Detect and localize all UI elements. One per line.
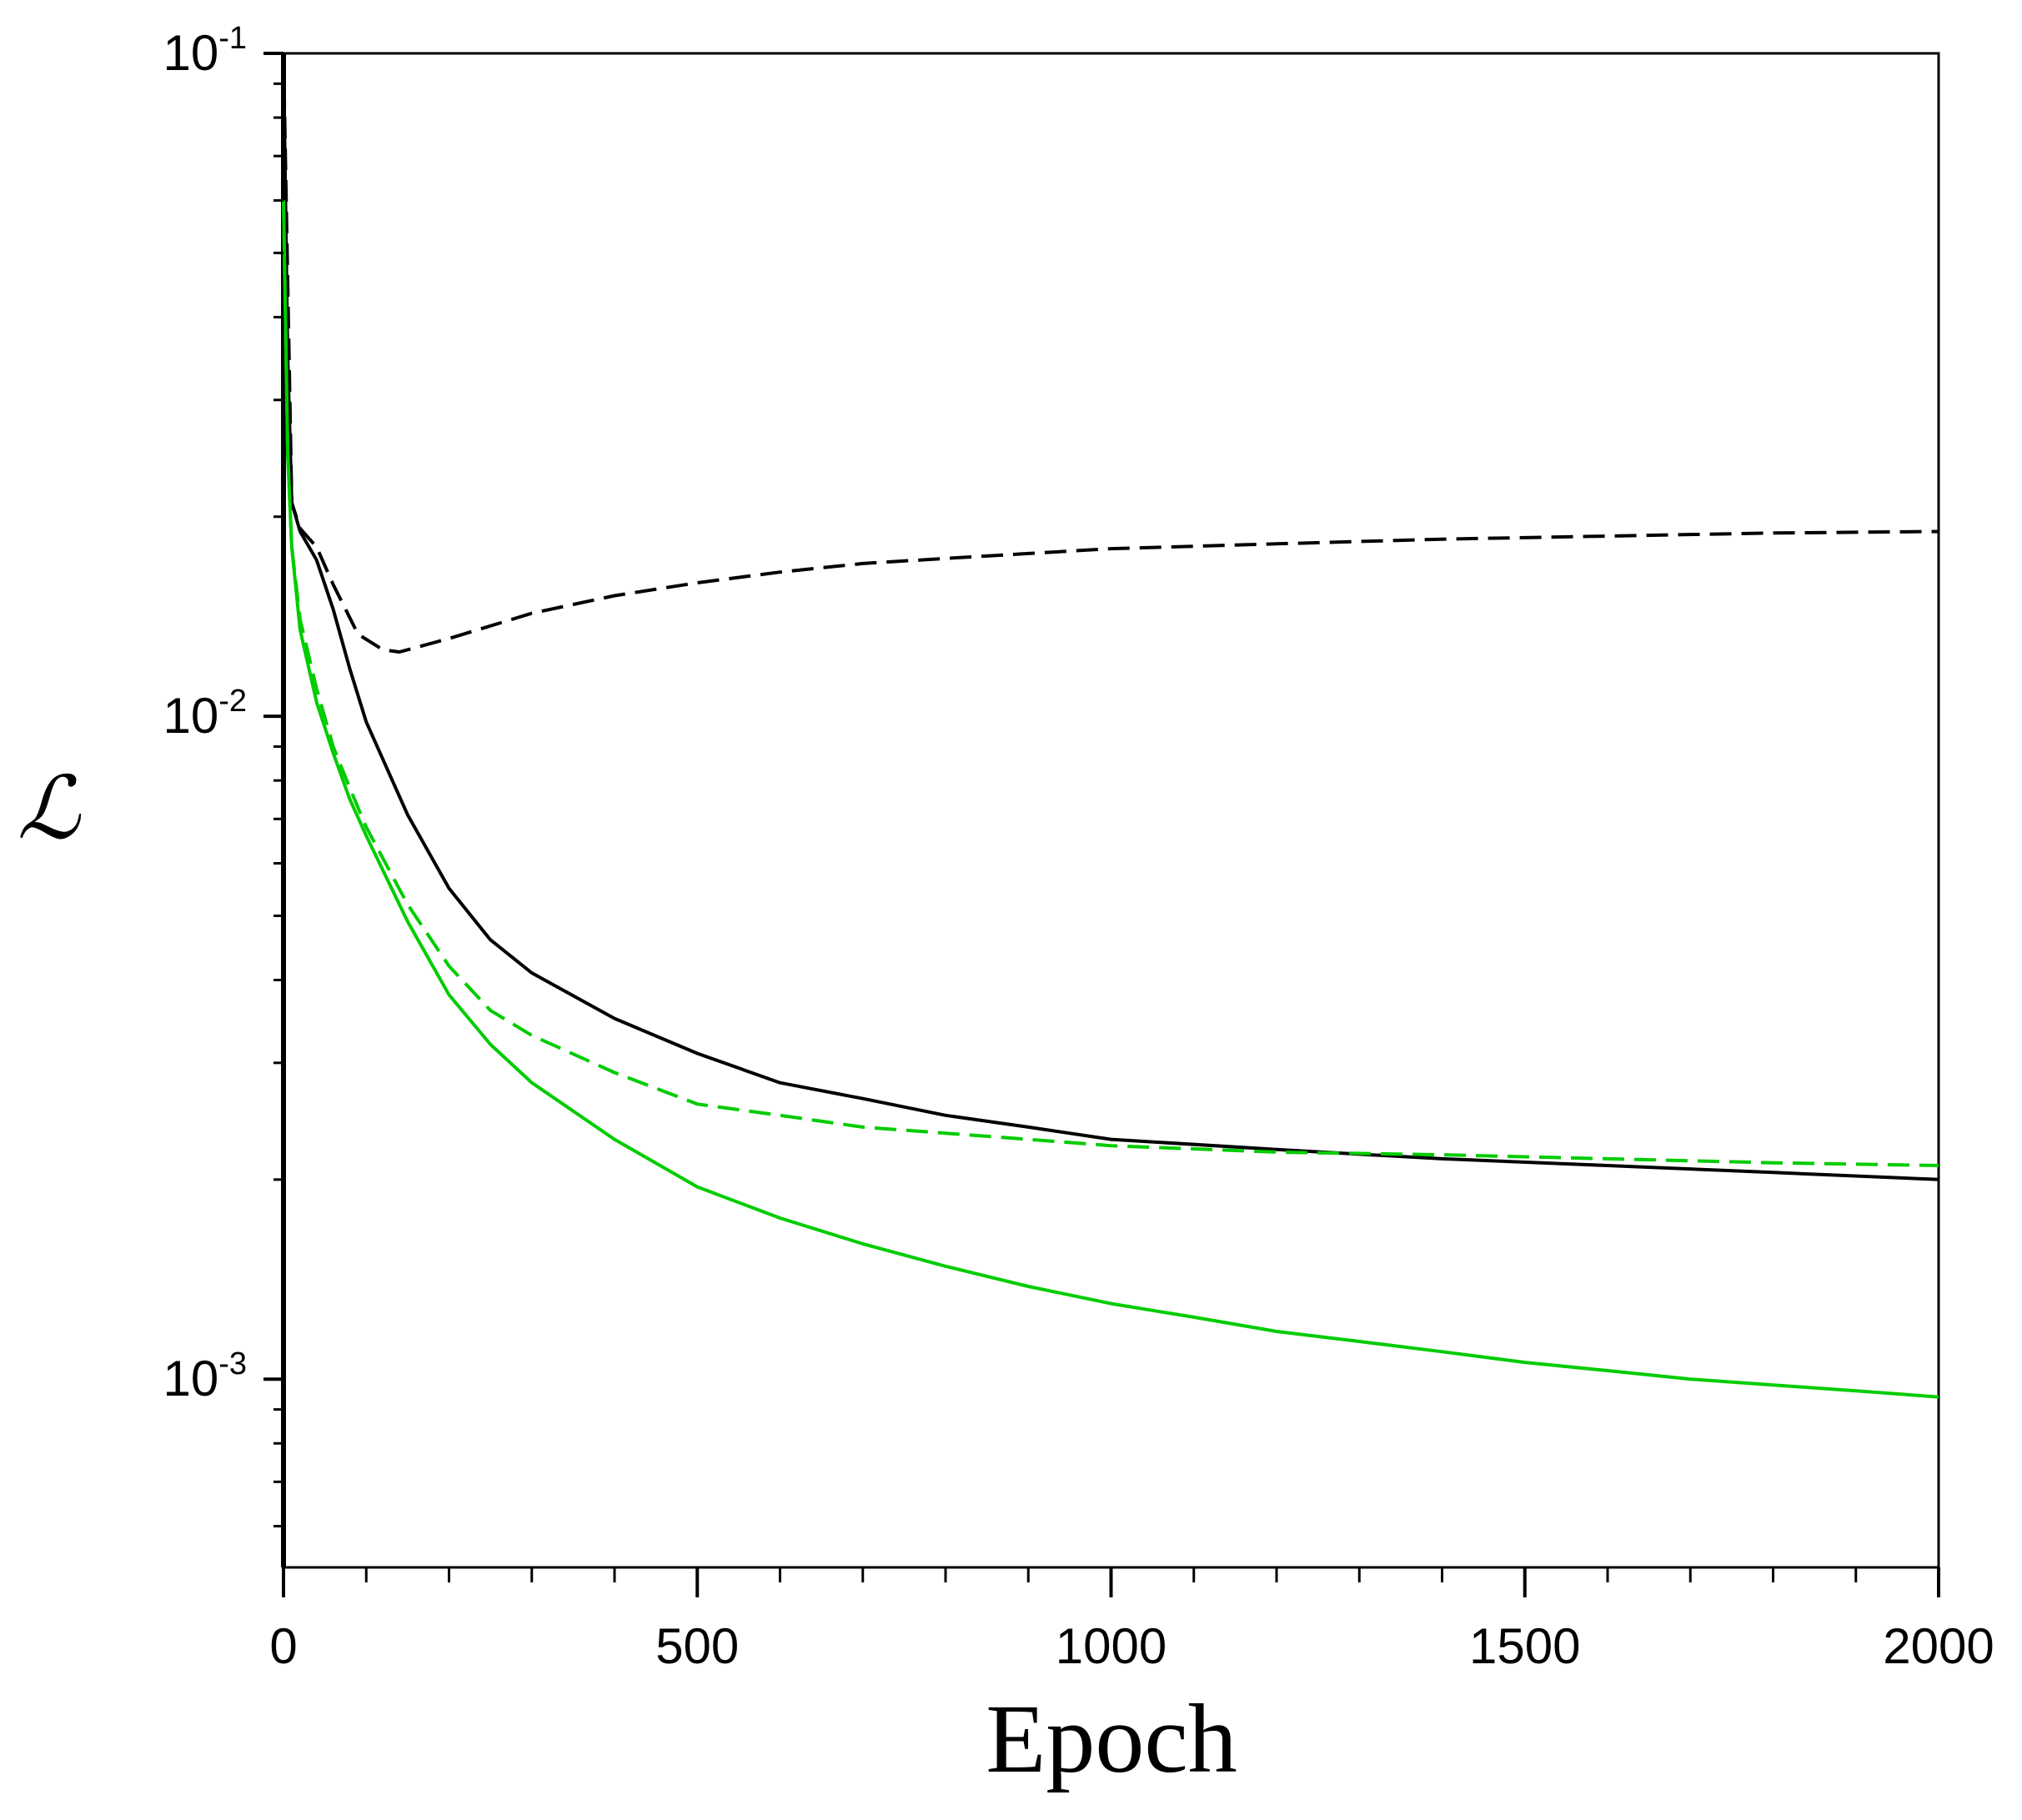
y-tick-label: 10-3 bbox=[163, 1346, 247, 1406]
series-line-1 bbox=[282, 53, 1939, 1181]
y-tick-exponent: -1 bbox=[218, 21, 247, 56]
series-line-3 bbox=[282, 200, 1939, 1399]
y-tick-labels: 10-110-210-3 bbox=[163, 21, 247, 1406]
y-tick-label: 10-1 bbox=[163, 21, 247, 81]
x-axis-title: Epoch bbox=[986, 1684, 1237, 1793]
plot-frame bbox=[282, 52, 1940, 1569]
y-tick-label: 10-2 bbox=[163, 684, 247, 744]
y-tick-base: 10 bbox=[163, 1351, 218, 1406]
x-tick-label: 0 bbox=[269, 1618, 297, 1674]
y-axis-title: ℒ bbox=[18, 761, 82, 857]
y-tick-exponent: -3 bbox=[218, 1346, 247, 1381]
series-line-4 bbox=[282, 200, 1939, 1167]
x-tick-labels: 0 500 1000 1500 2000 bbox=[269, 1618, 1994, 1674]
x-tick-label: 1000 bbox=[1056, 1618, 1167, 1674]
y-tick-base: 10 bbox=[163, 688, 218, 744]
x-tick-label: 500 bbox=[655, 1618, 739, 1674]
y-tick-exponent: -2 bbox=[218, 684, 247, 719]
x-tick-label: 2000 bbox=[1883, 1618, 1994, 1674]
major-tick-layer bbox=[263, 52, 1940, 1597]
minor-tick-layer bbox=[273, 82, 1858, 1582]
series-line-2 bbox=[282, 53, 1939, 654]
series-layer bbox=[282, 53, 1939, 1399]
y-tick-base: 10 bbox=[163, 25, 218, 81]
x-tick-label: 1500 bbox=[1469, 1618, 1580, 1674]
